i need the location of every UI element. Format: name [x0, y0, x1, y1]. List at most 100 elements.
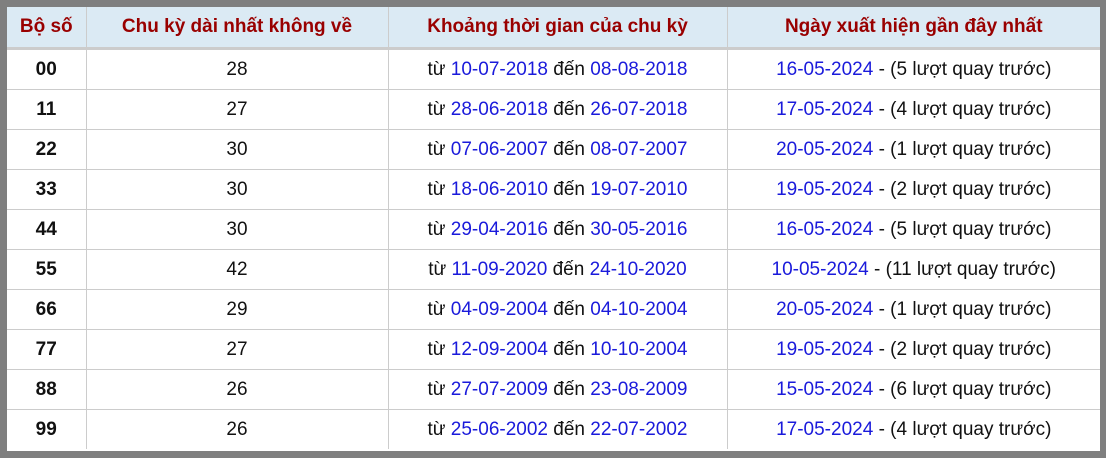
- end-date-link[interactable]: 30-05-2016: [590, 218, 688, 240]
- header-cycle-period: Khoảng thời gian của chu kỳ: [387, 7, 728, 50]
- number-cell: 11: [7, 89, 87, 130]
- last-date-link[interactable]: 16-05-2024: [776, 58, 874, 80]
- cycle-length-cell: 42: [85, 249, 389, 290]
- separator: -: [878, 98, 885, 120]
- separator: -: [878, 338, 885, 360]
- start-date-link[interactable]: 18-06-2010: [450, 178, 548, 200]
- last-date-link[interactable]: 19-05-2024: [776, 178, 874, 200]
- to-label: đến: [553, 138, 585, 160]
- last-date-link[interactable]: 20-05-2024: [776, 298, 874, 320]
- separator: -: [878, 298, 885, 320]
- last-appearance-cell: 17-05-2024 - (4 lượt quay trước): [726, 409, 1100, 449]
- last-appearance-cell: 20-05-2024 - (1 lượt quay trước): [726, 289, 1100, 330]
- table-row: 55 42 từ 11-09-2020 đến 24-10-2020 10-05-20…: [7, 249, 1100, 290]
- header-last-appearance: Ngày xuất hiện gần đây nhất: [726, 7, 1100, 50]
- end-date-link[interactable]: 19-07-2010: [590, 178, 688, 200]
- separator: -: [878, 218, 885, 240]
- start-date-link[interactable]: 12-09-2004: [450, 338, 548, 360]
- number-cell: 44: [7, 209, 87, 250]
- last-date-link[interactable]: 10-05-2024: [771, 258, 869, 280]
- to-label: đến: [553, 218, 585, 240]
- last-appearance-cell: 17-05-2024 - (4 lượt quay trước): [726, 89, 1100, 130]
- cycle-length-cell: 29: [85, 289, 389, 330]
- draws-ago: (1 lượt quay trước): [890, 298, 1052, 320]
- period-cell: từ 04-09-2004 đến 04-10-2004: [387, 289, 728, 330]
- last-appearance-cell: 20-05-2024 - (1 lượt quay trước): [726, 129, 1100, 170]
- start-date-link[interactable]: 25-06-2002: [450, 418, 548, 440]
- table-row: 77 27 từ 12-09-2004 đến 10-10-2004 19-05-20…: [7, 329, 1100, 370]
- to-label: đến: [553, 178, 585, 200]
- from-label: từ: [427, 298, 446, 320]
- period-cell: từ 18-06-2010 đến 19-07-2010: [387, 169, 728, 210]
- start-date-link[interactable]: 27-07-2009: [450, 378, 548, 400]
- table-row: 66 29 từ 04-09-2004 đến 04-10-2004 20-05-20…: [7, 289, 1100, 330]
- number-cell: 22: [7, 129, 87, 170]
- start-date-link[interactable]: 10-07-2018: [450, 58, 548, 80]
- number-cell: 00: [7, 48, 87, 90]
- last-appearance-cell: 19-05-2024 - (2 lượt quay trước): [726, 329, 1100, 370]
- cycle-length-cell: 27: [85, 329, 389, 370]
- period-cell: từ 10-07-2018 đến 08-08-2018: [387, 48, 728, 90]
- number-cell: 99: [7, 409, 87, 449]
- draws-ago: (6 lượt quay trước): [890, 378, 1052, 400]
- start-date-link[interactable]: 11-09-2020: [451, 258, 548, 280]
- separator: -: [878, 138, 885, 160]
- cycle-length-cell: 28: [85, 48, 389, 90]
- last-appearance-cell: 10-05-2024 - (11 lượt quay trước): [726, 249, 1100, 290]
- separator: -: [873, 258, 881, 280]
- number-cell: 33: [7, 169, 87, 210]
- cycle-length-cell: 26: [85, 369, 389, 410]
- table-row: 88 26 từ 27-07-2009 đến 23-08-2009 15-05-20…: [7, 369, 1100, 410]
- start-date-link[interactable]: 29-04-2016: [450, 218, 548, 240]
- header-number: Bộ số: [7, 7, 87, 50]
- to-label: đến: [553, 298, 585, 320]
- cycle-length-cell: 30: [85, 209, 389, 250]
- last-date-link[interactable]: 15-05-2024: [776, 378, 874, 400]
- period-cell: từ 25-06-2002 đến 22-07-2002: [387, 409, 728, 449]
- from-label: từ: [427, 58, 446, 80]
- end-date-link[interactable]: 04-10-2004: [590, 298, 688, 320]
- table-row: 44 30 từ 29-04-2016 đến 30-05-2016 16-05-20…: [7, 209, 1100, 250]
- end-date-link[interactable]: 26-07-2018: [590, 98, 688, 120]
- end-date-link[interactable]: 08-08-2018: [590, 58, 688, 80]
- last-date-link[interactable]: 20-05-2024: [776, 138, 874, 160]
- draws-ago: (2 lượt quay trước): [890, 338, 1052, 360]
- last-appearance-cell: 16-05-2024 - (5 lượt quay trước): [726, 48, 1100, 90]
- from-label: từ: [427, 138, 446, 160]
- last-date-link[interactable]: 17-05-2024: [776, 418, 874, 440]
- table-row: 00 28 từ 10-07-2018 đến 08-08-2018 16-05-20…: [7, 48, 1100, 90]
- start-date-link[interactable]: 07-06-2007: [450, 138, 548, 160]
- draws-ago: (11 lượt quay trước): [885, 258, 1056, 280]
- end-date-link[interactable]: 23-08-2009: [590, 378, 688, 400]
- cycle-table: Bộ số Chu kỳ dài nhất không về Khoảng th…: [7, 7, 1100, 449]
- last-date-link[interactable]: 19-05-2024: [776, 338, 874, 360]
- cycle-length-cell: 26: [85, 409, 389, 449]
- table-row: 22 30 từ 07-06-2007 đến 08-07-2007 20-05-20…: [7, 129, 1100, 170]
- number-cell: 88: [7, 369, 87, 410]
- start-date-link[interactable]: 04-09-2004: [450, 298, 548, 320]
- start-date-link[interactable]: 28-06-2018: [450, 98, 548, 120]
- end-date-link[interactable]: 08-07-2007: [590, 138, 688, 160]
- table-row: 99 26 từ 25-06-2002 đến 22-07-2002 17-05-20…: [7, 409, 1100, 449]
- from-label: từ: [427, 418, 446, 440]
- period-cell: từ 12-09-2004 đến 10-10-2004: [387, 329, 728, 370]
- period-cell: từ 29-04-2016 đến 30-05-2016: [387, 209, 728, 250]
- header-row: Bộ số Chu kỳ dài nhất không về Khoảng th…: [7, 7, 1100, 50]
- end-date-link[interactable]: 10-10-2004: [590, 338, 688, 360]
- draws-ago: (1 lượt quay trước): [890, 138, 1052, 160]
- last-appearance-cell: 15-05-2024 - (6 lượt quay trước): [726, 369, 1100, 410]
- separator: -: [878, 178, 885, 200]
- from-label: từ: [427, 98, 446, 120]
- last-appearance-cell: 19-05-2024 - (2 lượt quay trước): [726, 169, 1100, 210]
- cycle-length-cell: 30: [85, 129, 389, 170]
- last-date-link[interactable]: 16-05-2024: [776, 218, 874, 240]
- separator: -: [878, 58, 885, 80]
- to-label: đến: [553, 98, 585, 120]
- number-cell: 66: [7, 289, 87, 330]
- last-date-link[interactable]: 17-05-2024: [776, 98, 874, 120]
- to-label: đến: [552, 258, 585, 280]
- end-date-link[interactable]: 24-10-2020: [589, 258, 687, 280]
- last-appearance-cell: 16-05-2024 - (5 lượt quay trước): [726, 209, 1100, 250]
- end-date-link[interactable]: 22-07-2002: [590, 418, 688, 440]
- table-row: 11 27 từ 28-06-2018 đến 26-07-2018 17-05-20…: [7, 89, 1100, 130]
